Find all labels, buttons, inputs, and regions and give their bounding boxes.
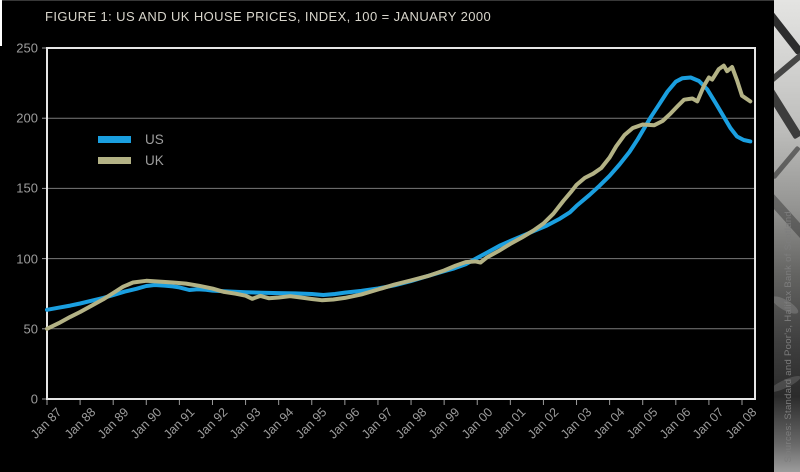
y-axis-tick-label: 100 <box>16 251 38 267</box>
photo-texture-streak <box>774 9 800 55</box>
photo-texture-streak <box>774 85 800 140</box>
legend-swatch-us <box>98 136 131 143</box>
source-note: Sources: Standard and Poor's, Halifax Ba… <box>783 210 794 462</box>
top-left-edge-mark <box>0 0 2 46</box>
series-line-uk <box>45 63 753 331</box>
legend-label: UK <box>145 153 164 168</box>
top-edge-line <box>0 0 800 1</box>
series-line-us <box>45 75 753 312</box>
y-axis-tick-label: 0 <box>30 391 38 407</box>
photo-texture-streak <box>774 49 800 85</box>
photo-texture-streak <box>774 145 800 180</box>
legend-swatch-uk <box>98 157 131 164</box>
figure-title: FIGURE 1: US AND UK HOUSE PRICES, INDEX,… <box>45 9 492 24</box>
y-axis-tick-label: 50 <box>23 321 38 337</box>
y-axis-tick-label: 150 <box>16 180 38 196</box>
photo-strip <box>774 0 800 472</box>
legend-label: US <box>145 132 164 147</box>
chart-legend: US UK <box>98 129 164 171</box>
plot-border <box>46 47 756 400</box>
legend-item-us: US <box>98 129 164 150</box>
y-axis-tick-label: 200 <box>16 110 38 126</box>
legend-item-uk: UK <box>98 150 164 171</box>
y-axis-tick-label: 250 <box>16 40 38 56</box>
